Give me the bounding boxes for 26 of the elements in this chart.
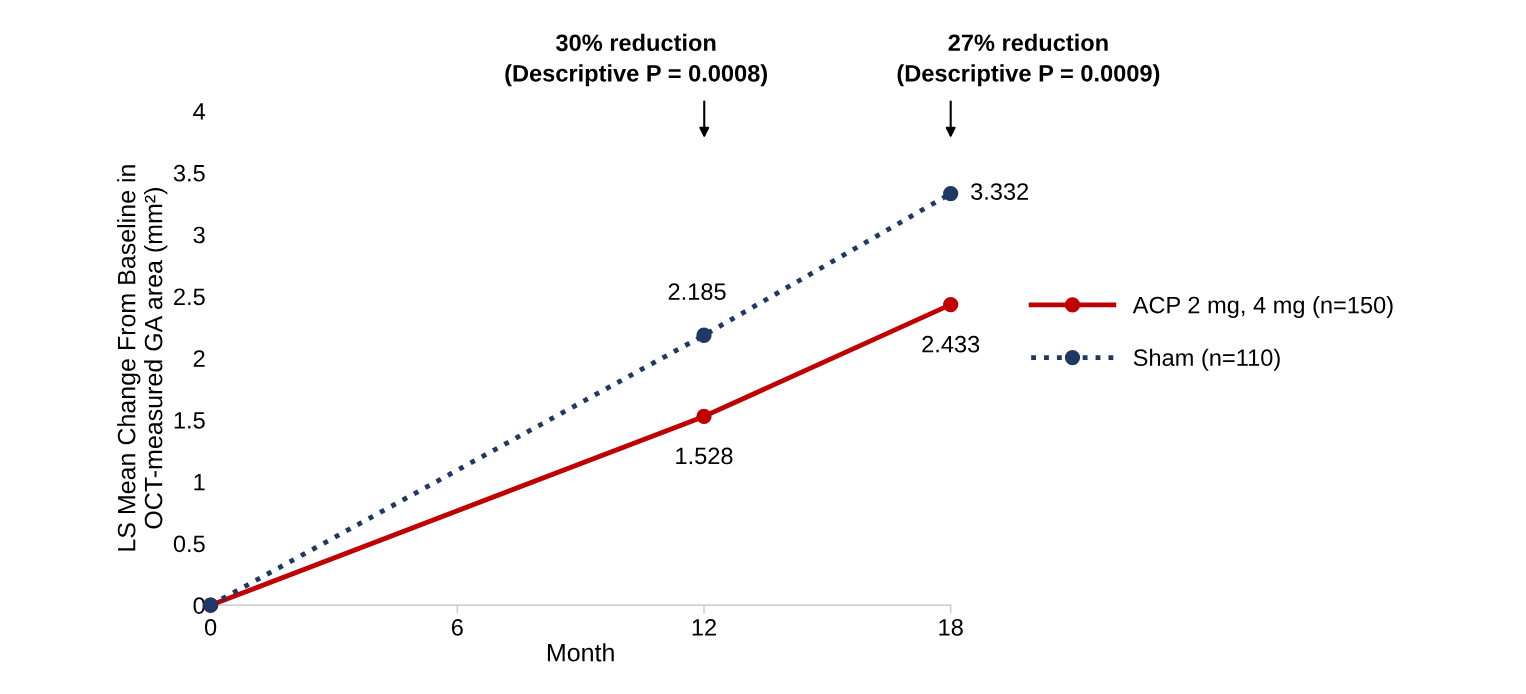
y-tick-label: 1: [194, 473, 205, 491]
data-label: 3.332: [971, 183, 1029, 200]
text: 30% reduction (Descriptive P = 0.0008): [505, 33, 768, 87]
data-label: 1.528: [676, 447, 733, 465]
y-tick-label: 4: [193, 103, 206, 120]
y-tick-label: 0.5: [173, 535, 205, 553]
data-label: 2.433: [922, 335, 980, 353]
point: [943, 296, 959, 313]
text: 27% reduction (Descriptive P = 0.0009): [897, 33, 1160, 87]
x-axis-title: Month: [547, 643, 614, 662]
point: [696, 327, 712, 343]
y-axis-title: LS Mean Change From Baseline in OCT-measured GA area (mm²): [117, 165, 168, 551]
x-tick-label: 6: [451, 618, 463, 636]
y-tick-label: 3: [193, 226, 205, 244]
point: [943, 185, 959, 202]
data-label: 2.185: [668, 283, 726, 301]
x-tick-label: 0: [204, 618, 217, 636]
x-tick-label: 18: [939, 618, 963, 636]
legend-label: Sham (n=110): [1133, 348, 1280, 371]
y-tick-label: 3.5: [173, 164, 205, 182]
y-tick-label: 2.5: [174, 288, 205, 306]
legend-label: ACP 2 mg, 4 mg (n=150): [1132, 296, 1393, 319]
y-tick-label: 1.5: [174, 412, 205, 429]
y-tick-label: 2: [193, 350, 205, 367]
x-tick-label: 12: [692, 618, 716, 636]
point: [696, 408, 712, 425]
